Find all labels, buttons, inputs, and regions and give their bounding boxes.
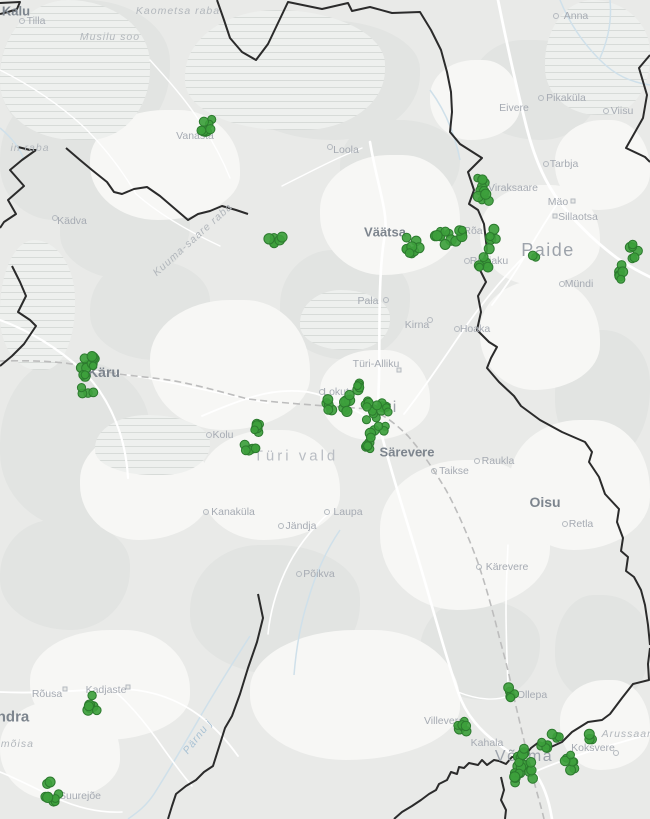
point-marker[interactable] bbox=[83, 701, 95, 712]
point-marker[interactable] bbox=[88, 361, 98, 371]
point-marker[interactable] bbox=[361, 415, 372, 425]
point-marker[interactable] bbox=[250, 443, 261, 454]
map-label-kaometsa-raba: Kaometsa raba bbox=[135, 4, 221, 17]
map-label-hoaka: Hoaka bbox=[459, 322, 491, 335]
point-marker[interactable] bbox=[527, 250, 538, 261]
point-marker[interactable] bbox=[565, 764, 577, 776]
point-marker[interactable] bbox=[205, 124, 216, 135]
point-marker[interactable] bbox=[80, 370, 90, 380]
point-marker[interactable] bbox=[322, 394, 334, 405]
point-marker[interactable] bbox=[629, 252, 640, 263]
point-marker[interactable] bbox=[88, 387, 99, 398]
place-marker-icon bbox=[464, 258, 470, 264]
place-marker-icon bbox=[454, 326, 460, 332]
point-marker[interactable] bbox=[566, 750, 575, 760]
place-marker-icon bbox=[543, 161, 549, 167]
point-marker[interactable] bbox=[250, 425, 259, 435]
point-marker[interactable] bbox=[583, 728, 595, 740]
point-marker[interactable] bbox=[362, 402, 372, 412]
point-marker[interactable] bbox=[477, 174, 488, 185]
point-marker[interactable] bbox=[42, 791, 54, 804]
point-marker[interactable] bbox=[353, 381, 362, 391]
point-marker[interactable] bbox=[383, 407, 393, 417]
point-marker[interactable] bbox=[460, 720, 472, 732]
point-marker[interactable] bbox=[439, 239, 451, 250]
point-marker[interactable] bbox=[276, 231, 288, 243]
map-label-kahala: Kahala bbox=[470, 736, 504, 749]
point-marker[interactable] bbox=[401, 232, 412, 243]
point-marker[interactable] bbox=[616, 274, 626, 284]
point-marker[interactable] bbox=[431, 230, 443, 242]
point-marker[interactable] bbox=[323, 404, 334, 415]
point-marker[interactable] bbox=[196, 125, 207, 136]
point-marker[interactable] bbox=[263, 233, 275, 245]
point-marker[interactable] bbox=[372, 400, 382, 411]
point-marker[interactable] bbox=[537, 737, 547, 748]
point-marker[interactable] bbox=[373, 421, 384, 431]
point-marker[interactable] bbox=[509, 771, 521, 783]
point-marker[interactable] bbox=[519, 743, 529, 754]
place-marker-icon bbox=[327, 144, 333, 150]
point-marker[interactable] bbox=[365, 432, 376, 443]
map-label-laupa: Laupa bbox=[333, 505, 363, 518]
point-marker[interactable] bbox=[503, 682, 515, 693]
point-marker[interactable] bbox=[44, 776, 56, 788]
place-marker-icon bbox=[427, 317, 433, 323]
point-marker[interactable] bbox=[485, 232, 495, 241]
point-marker[interactable] bbox=[546, 728, 558, 740]
map-label-s-revere: Särevere bbox=[379, 444, 435, 460]
point-marker[interactable] bbox=[627, 239, 638, 250]
point-marker[interactable] bbox=[457, 225, 467, 235]
point-marker[interactable] bbox=[76, 383, 87, 393]
point-marker[interactable] bbox=[404, 248, 415, 258]
point-marker[interactable] bbox=[480, 188, 492, 200]
map-label-r-a: Rõa bbox=[463, 224, 483, 237]
point-marker[interactable] bbox=[478, 252, 489, 263]
point-marker[interactable] bbox=[525, 757, 537, 768]
point-marker[interactable] bbox=[363, 441, 373, 451]
point-marker[interactable] bbox=[86, 351, 98, 362]
point-marker[interactable] bbox=[483, 243, 495, 255]
point-marker[interactable] bbox=[341, 405, 353, 417]
point-marker[interactable] bbox=[505, 693, 516, 703]
point-marker[interactable] bbox=[240, 445, 251, 456]
point-marker[interactable] bbox=[87, 690, 97, 701]
point-marker[interactable] bbox=[482, 261, 494, 273]
map-label-kirna: Kirna bbox=[404, 318, 430, 331]
point-marker[interactable] bbox=[475, 262, 484, 272]
point-marker[interactable] bbox=[198, 116, 209, 127]
